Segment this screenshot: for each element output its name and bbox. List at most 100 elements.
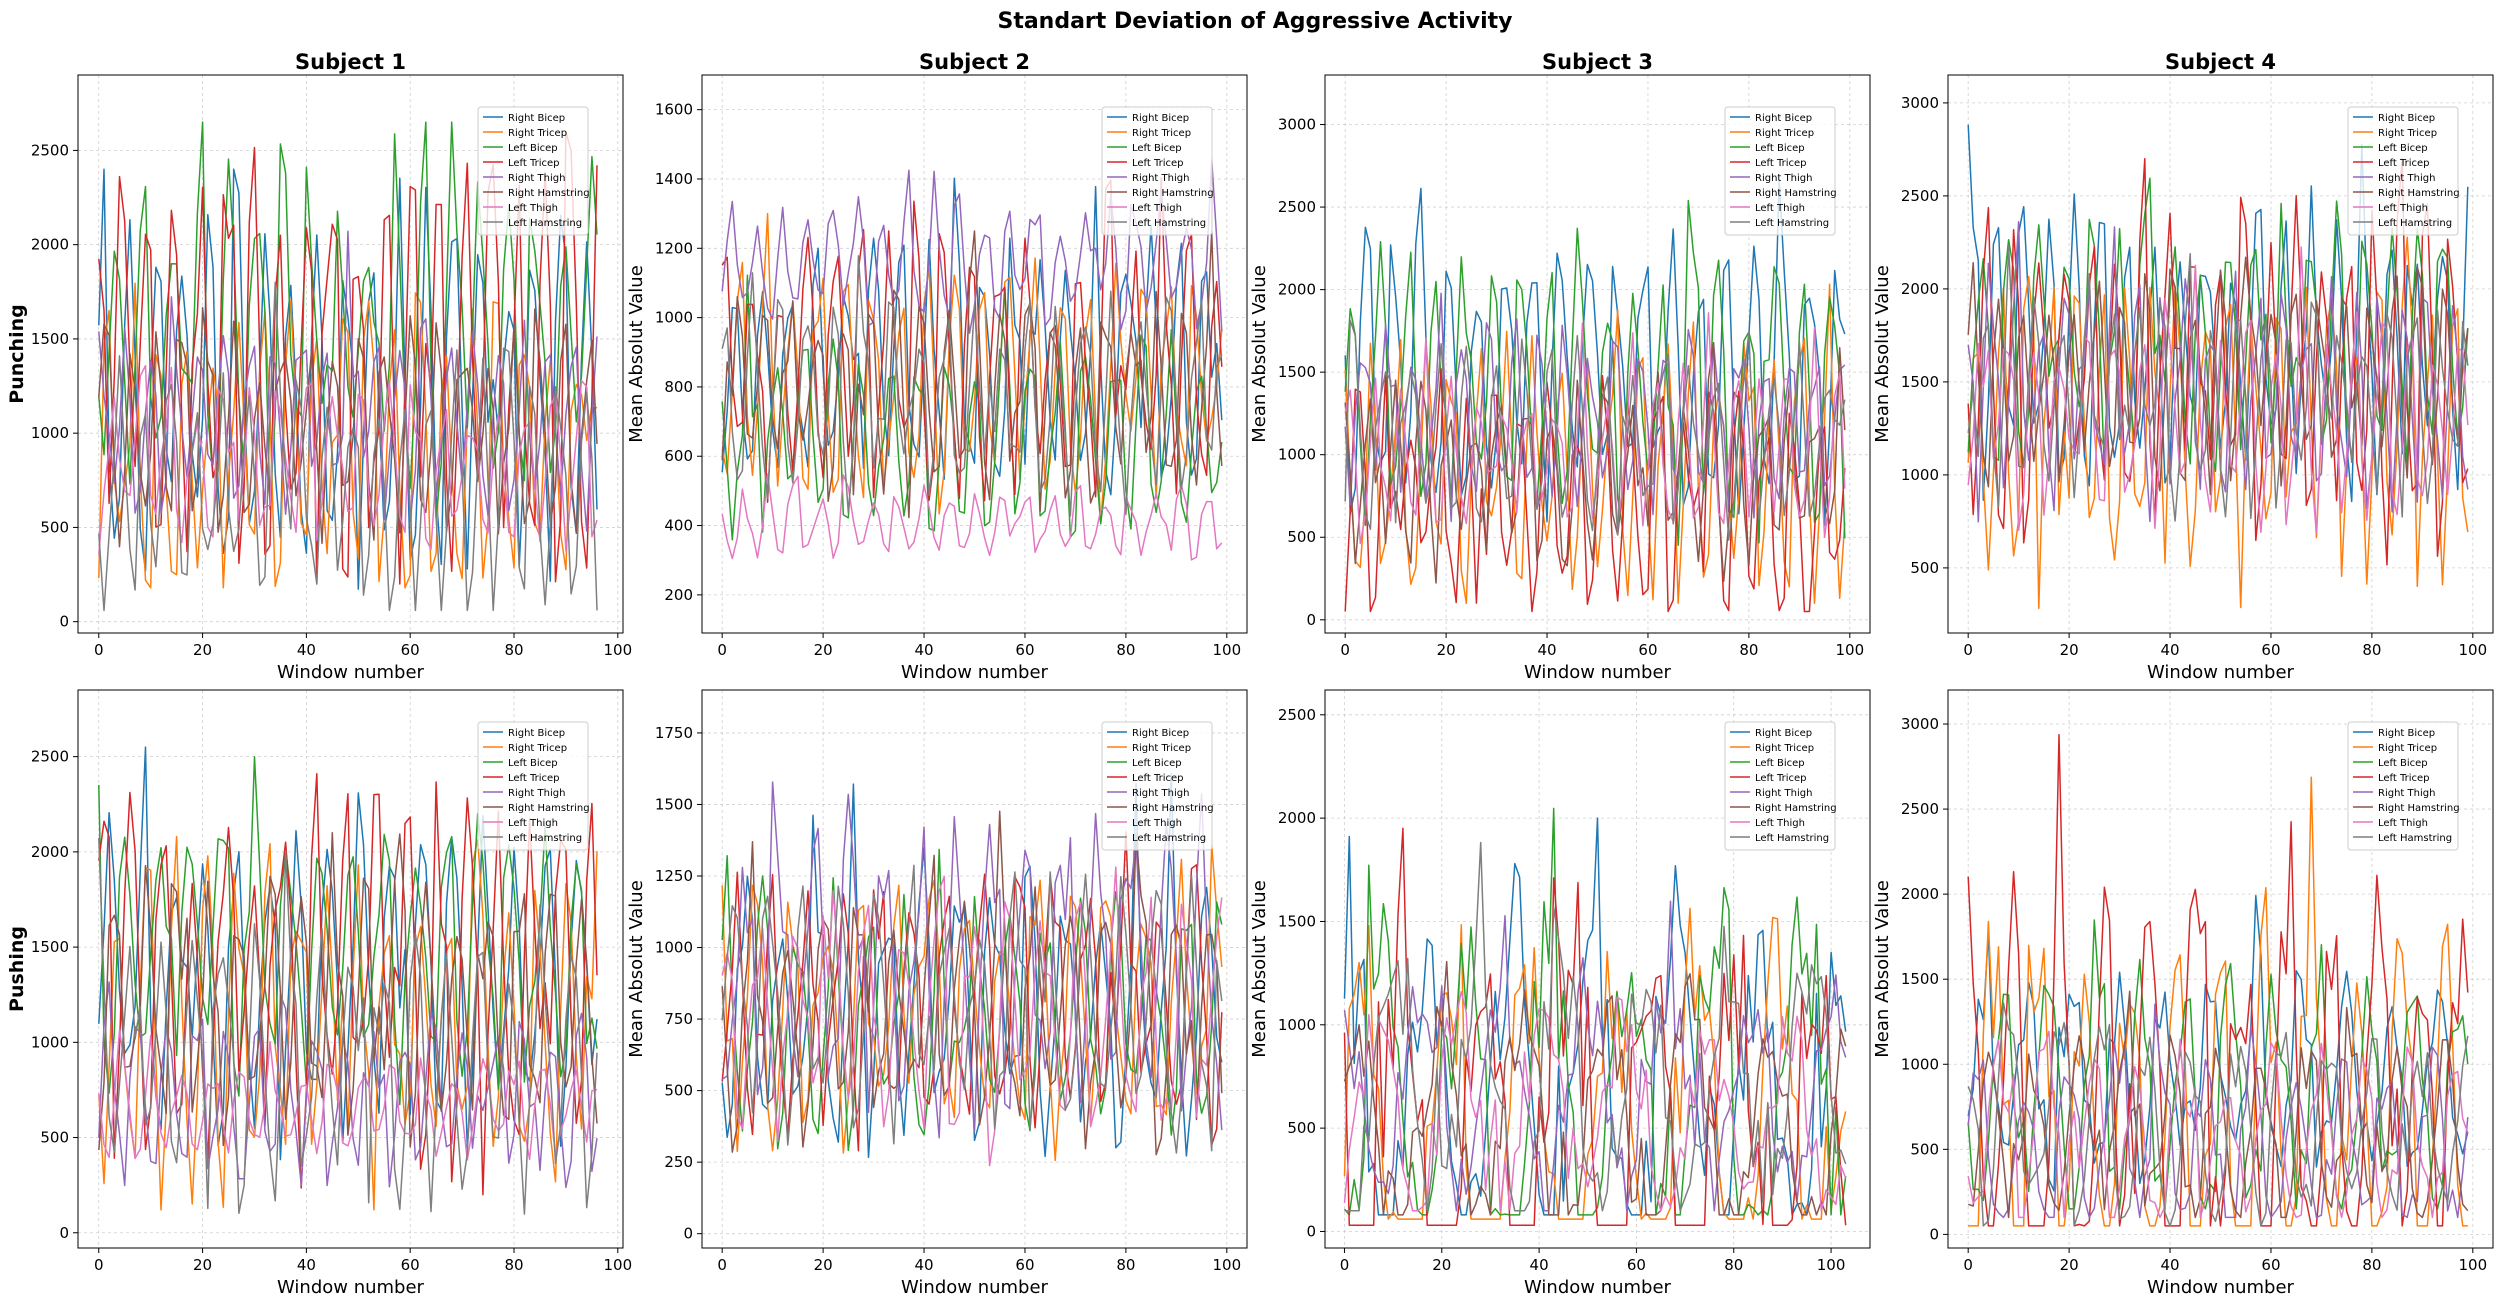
- y-tick-label: 2000: [1901, 280, 1939, 298]
- legend-entry: Left Bicep: [1132, 143, 1182, 154]
- legend-box: [1724, 721, 1836, 851]
- x-tick-label: 80: [504, 1256, 523, 1274]
- axes-frame: [701, 74, 1248, 634]
- x-tick-label: 60: [401, 1256, 420, 1274]
- subplot-title: Subject 2: [919, 50, 1030, 74]
- legend-entry: Left Thigh: [1755, 203, 1805, 214]
- legend-entry: Right Hamstring: [1132, 188, 1214, 199]
- legend: Right Bicep Right Tricep Left Bicep Left Tr…: [1724, 106, 1837, 236]
- x-tick-label: 0: [1340, 641, 1350, 659]
- x-tick-label: 0: [1340, 1256, 1350, 1274]
- y-tick-label: 1500: [1901, 970, 1939, 988]
- y-tick-label: 500: [40, 1129, 69, 1147]
- y-tick-label: 1500: [1901, 373, 1939, 391]
- y-tick-label: 0: [1306, 1222, 1316, 1240]
- y-tick-label: 1200: [655, 239, 693, 257]
- legend-entry: Right Bicep: [2378, 728, 2435, 739]
- legend-entry: Right Tricep: [1755, 128, 1814, 139]
- y-axis-label: Mean Absolut Value: [1249, 880, 1270, 1058]
- x-tick-label: 60: [1015, 641, 1034, 659]
- figure-suptitle: Standart Deviation of Aggressive Activit…: [997, 9, 1512, 34]
- legend-entry: Right Bicep: [1755, 728, 1812, 739]
- legend-entry: Left Hamstring: [508, 218, 582, 229]
- series-line-right-hamstring: [1343, 960, 1847, 1216]
- legend-entry: Right Thigh: [2378, 173, 2435, 184]
- series-lines: [1343, 807, 1847, 1227]
- series-line-right-thigh: [98, 981, 598, 1189]
- x-tick-label: 20: [2060, 1256, 2079, 1274]
- x-axis-label: Window number: [277, 1277, 425, 1298]
- y-tick-label: 2000: [1901, 885, 1939, 903]
- legend: Right Bicep Right Tricep Left Bicep Left Tr…: [477, 721, 590, 851]
- legend-entry: Right Thigh: [508, 173, 565, 184]
- legend-entry: Right Bicep: [1755, 113, 1812, 124]
- x-tick-label: 100: [2458, 1256, 2487, 1274]
- x-tick-label: 0: [94, 1256, 104, 1274]
- x-tick-label: 80: [504, 641, 523, 659]
- series-lines: [1967, 733, 2469, 1227]
- y-tick-label: 2500: [1278, 198, 1316, 216]
- legend-entry: Left Thigh: [508, 203, 558, 214]
- x-tick-label: 20: [193, 641, 212, 659]
- legend-entry: Right Hamstring: [1755, 188, 1837, 199]
- axes-frame: [77, 689, 624, 1249]
- legend-box: [1101, 106, 1213, 236]
- legend-entry: Left Tricep: [1755, 773, 1807, 784]
- legend-entry: Left Thigh: [2378, 818, 2428, 829]
- legend-entry: Left Tricep: [1132, 773, 1184, 784]
- x-tick-label: 40: [1530, 1256, 1549, 1274]
- legend-entry: Left Hamstring: [1755, 218, 1829, 229]
- y-tick-label: 2500: [31, 141, 69, 159]
- series-line-right-hamstring: [1967, 256, 2469, 496]
- series-line-right-hamstring: [1344, 341, 1846, 584]
- legend: Right Bicep Right Tricep Left Bicep Left Tr…: [1101, 106, 1214, 236]
- legend-entry: Right Tricep: [2378, 743, 2437, 754]
- legend-entry: Left Bicep: [1755, 143, 1805, 154]
- y-tick-label: 0: [1929, 1225, 1939, 1243]
- axes-frame: [1324, 689, 1871, 1249]
- axes-frame: [77, 74, 624, 634]
- y-tick-label: 0: [59, 613, 69, 631]
- legend-box: [477, 106, 589, 236]
- legend-entry: Right Thigh: [2378, 788, 2435, 799]
- series-line-right-tricep: [98, 282, 598, 589]
- series-line-right-hamstring: [98, 307, 598, 548]
- x-tick-label: 40: [297, 641, 316, 659]
- y-tick-label: 200: [664, 586, 693, 604]
- legend-entry: Left Hamstring: [2378, 218, 2452, 229]
- legend-entry: Right Bicep: [508, 113, 565, 124]
- legend-entry: Left Bicep: [2378, 758, 2428, 769]
- y-tick-label: 3000: [1901, 94, 1939, 112]
- legend-entry: Left Tricep: [508, 158, 560, 169]
- legend-entry: Left Tricep: [1755, 158, 1807, 169]
- legend-box: [477, 721, 589, 851]
- x-tick-label: 0: [717, 641, 727, 659]
- x-tick-label: 20: [193, 1256, 212, 1274]
- x-tick-label: 80: [1116, 1256, 1135, 1274]
- x-tick-label: 60: [401, 641, 420, 659]
- legend-entry: Left Tricep: [2378, 158, 2430, 169]
- legend-entry: Left Tricep: [508, 773, 560, 784]
- series-line-left-hamstring: [98, 281, 598, 612]
- series-line-left-tricep: [1343, 827, 1847, 1227]
- legend-entry: Left Bicep: [508, 143, 558, 154]
- series-line-right-bicep: [1967, 894, 2469, 1192]
- y-tick-label: 1250: [655, 867, 693, 885]
- x-tick-label: 0: [94, 641, 104, 659]
- series-line-left-thigh: [1967, 246, 2469, 535]
- legend-entry: Right Hamstring: [1132, 803, 1214, 814]
- subplot-3: 0 20 40 60 80 100050010001500200025003000Wind…: [1249, 50, 1871, 683]
- x-tick-label: 40: [914, 641, 933, 659]
- x-tick-label: 40: [297, 1256, 316, 1274]
- subplot-title: Subject 1: [295, 50, 406, 74]
- legend: Right Bicep Right Tricep Left Bicep Left Tr…: [477, 106, 590, 236]
- legend: Right Bicep Right Tricep Left Bicep Left Tr…: [2347, 721, 2460, 851]
- y-tick-label: 600: [664, 447, 693, 465]
- x-tick-label: 60: [2261, 1256, 2280, 1274]
- series-line-right-thigh: [1967, 1003, 2469, 1219]
- series-line-left-thigh: [721, 866, 1223, 1167]
- legend-entry: Right Hamstring: [2378, 803, 2460, 814]
- x-tick-label: 20: [814, 1256, 833, 1274]
- y-tick-label: 3000: [1901, 715, 1939, 733]
- legend-entry: Right Thigh: [1132, 788, 1189, 799]
